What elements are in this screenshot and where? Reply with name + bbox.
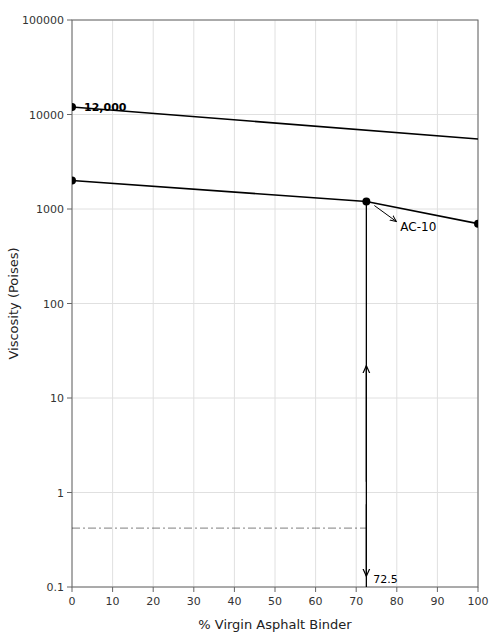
tick-y (67, 114, 72, 115)
tick-label-x: 50 (268, 595, 282, 608)
tick-x (356, 587, 357, 592)
chart: 0 10 20 30 40 50 60 70 80 90 100 0.1 1 10 100 1000 10000… (0, 0, 500, 643)
plot-frame (72, 20, 478, 587)
annotation: 72.5 (373, 573, 398, 586)
series-line (72, 107, 478, 139)
tick-x (193, 587, 194, 592)
tick-label-x: 40 (227, 595, 241, 608)
tick-label-x: 30 (187, 595, 201, 608)
tick-y (67, 20, 72, 21)
tick-x (437, 587, 438, 592)
annotation: 12,000 (84, 101, 127, 114)
tick-x (72, 587, 73, 592)
plot-area (72, 103, 478, 587)
tick-x (234, 587, 235, 592)
series-point (72, 177, 76, 185)
tick-x (478, 587, 479, 592)
tick-label-x: 10 (106, 595, 120, 608)
grid-line-y (72, 303, 478, 304)
series-line (72, 181, 478, 224)
annotation: AC-10 (400, 220, 436, 234)
tick-label-y: 100 (43, 298, 64, 311)
tick-label-x: 60 (309, 595, 323, 608)
tick-y (67, 303, 72, 304)
tick-x (315, 587, 316, 592)
tick-x (396, 587, 397, 592)
tick-label-y: 0.1 (47, 581, 65, 594)
tick-y (67, 398, 72, 399)
reference-line-horizontal (72, 528, 366, 529)
arrow (366, 504, 367, 576)
tick-y (67, 209, 72, 210)
grid-line-y (72, 398, 478, 399)
tick-y (67, 492, 72, 493)
y-axis-label: Viscosity (Poises) (6, 247, 21, 359)
tick-y (67, 587, 72, 588)
tick-label-y: 100000 (22, 14, 64, 27)
grid-line-y (72, 492, 478, 493)
tick-label-x: 100 (468, 595, 489, 608)
tick-label-x: 70 (349, 595, 363, 608)
tick-label-x: 80 (390, 595, 404, 608)
tick-label-x: 0 (69, 595, 76, 608)
series-point (362, 198, 370, 206)
arrow (366, 366, 367, 482)
tick-x (153, 587, 154, 592)
annotation-arrow (374, 206, 396, 222)
tick-label-y: 10 (50, 392, 64, 405)
reference-line-vertical (366, 202, 367, 587)
tick-label-x: 90 (430, 595, 444, 608)
series-point (474, 220, 478, 228)
tick-x (275, 587, 276, 592)
grid-line-y (72, 209, 478, 210)
grid-line-y (72, 114, 478, 115)
tick-x (112, 587, 113, 592)
tick-label-y: 10000 (29, 109, 64, 122)
series-point (72, 103, 76, 111)
tick-label-x: 20 (146, 595, 160, 608)
tick-label-y: 1 (57, 487, 64, 500)
x-axis-label: % Virgin Asphalt Binder (198, 617, 352, 632)
tick-label-y: 1000 (36, 203, 64, 216)
